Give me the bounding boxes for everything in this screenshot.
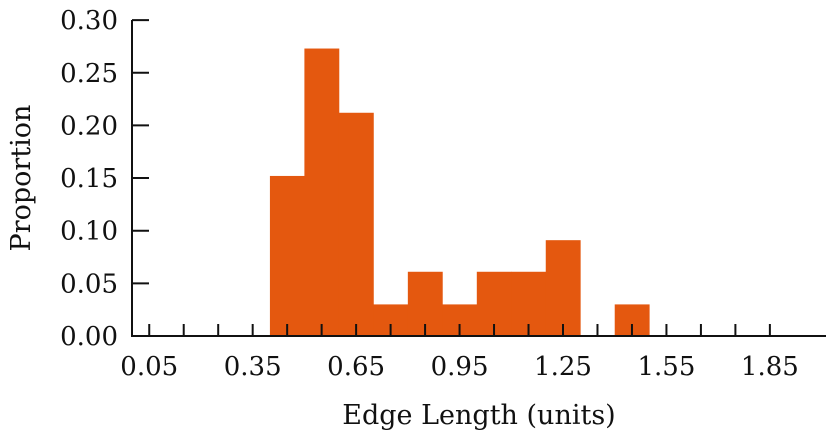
y-tick-label: 0.15	[60, 164, 118, 194]
y-tick-label: 0.00	[60, 322, 118, 352]
x-ticks-group: 0.05 0.35 0.65 0.95 1.25 1.55 1.85	[120, 324, 799, 382]
x-tick-label: 0.65	[327, 352, 385, 382]
histogram-bar-1	[304, 48, 340, 336]
y-tick-label: 0.25	[60, 59, 118, 89]
x-tick-label: 0.05	[120, 352, 178, 382]
x-tick-label: 0.95	[431, 352, 489, 382]
histogram-bar-0	[269, 175, 305, 336]
y-tick-label: 0.10	[60, 217, 118, 247]
y-tick-label: 0.05	[60, 269, 118, 299]
histogram-bar-8	[545, 240, 581, 336]
bars-group	[269, 48, 650, 336]
x-axis-title: Edge Length (units)	[342, 400, 615, 431]
x-tick-label: 1.25	[534, 352, 592, 382]
y-ticks-group: 0.00 0.05 0.10 0.15 0.20 0.25 0.30	[60, 6, 149, 352]
x-tick-label: 1.55	[637, 352, 695, 382]
x-tick-label: 0.35	[224, 352, 282, 382]
y-axis-title: Proportion	[6, 105, 37, 252]
histogram-bar-2	[338, 112, 374, 336]
x-tick-label: 1.85	[741, 352, 799, 382]
y-tick-label: 0.30	[60, 6, 118, 36]
y-tick-label: 0.20	[60, 111, 118, 141]
